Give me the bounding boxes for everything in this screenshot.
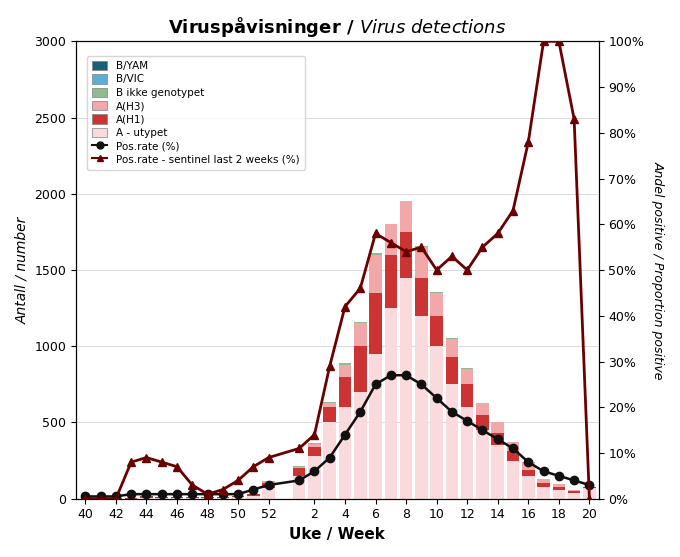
Bar	[385, 255, 397, 308]
Bar	[232, 496, 244, 497]
Bar	[156, 498, 168, 499]
Bar	[324, 403, 336, 407]
Bar	[445, 357, 458, 384]
Y-axis label: Antall / number: Antall / number	[15, 216, 29, 324]
Bar	[293, 476, 305, 499]
Bar	[171, 497, 183, 498]
Bar	[140, 496, 153, 498]
Bar	[522, 470, 534, 476]
Bar	[537, 479, 550, 483]
Bar	[568, 490, 581, 491]
Bar	[583, 486, 596, 487]
Bar	[293, 466, 305, 467]
Bar	[400, 232, 412, 277]
Bar	[293, 468, 305, 476]
Bar	[415, 316, 428, 499]
Bar	[293, 467, 305, 468]
Bar	[385, 224, 397, 255]
Bar	[232, 497, 244, 499]
Bar	[354, 392, 367, 499]
Bar	[400, 277, 412, 499]
Bar	[324, 402, 336, 403]
Bar	[262, 488, 275, 499]
Bar	[247, 496, 260, 499]
Bar	[308, 456, 321, 499]
Legend: B/YAM, B/VIC, B ikke genotypet, A(H3), A(H1), A - utypet, Pos.rate (%), Pos.rate: B/YAM, B/VIC, B ikke genotypet, A(H3), A…	[86, 56, 305, 170]
Bar	[369, 354, 381, 499]
Bar	[461, 368, 473, 369]
Bar	[262, 481, 275, 482]
Bar	[339, 364, 352, 377]
Bar	[415, 246, 428, 247]
Bar	[308, 444, 321, 447]
Bar	[385, 308, 397, 499]
Bar	[415, 277, 428, 316]
Bar	[186, 497, 199, 498]
Bar	[430, 346, 443, 499]
Bar	[430, 292, 443, 293]
Bar	[324, 407, 336, 423]
Bar	[201, 497, 214, 498]
Bar	[369, 293, 381, 354]
Bar	[369, 255, 381, 293]
Bar	[445, 384, 458, 499]
Bar	[430, 293, 443, 316]
Bar	[492, 423, 504, 433]
Bar	[385, 223, 397, 224]
Bar	[583, 487, 596, 488]
Bar	[400, 202, 412, 232]
Bar	[461, 407, 473, 499]
Bar	[216, 497, 229, 498]
Bar	[553, 484, 565, 487]
Bar	[568, 492, 581, 499]
Bar	[445, 339, 458, 357]
Bar	[492, 446, 504, 499]
Bar	[186, 498, 199, 499]
Bar	[553, 490, 565, 499]
Bar	[216, 498, 229, 499]
Bar	[339, 377, 352, 407]
Bar	[140, 498, 153, 499]
Bar	[553, 487, 565, 490]
Bar	[507, 461, 520, 499]
Bar	[308, 447, 321, 456]
Bar	[583, 488, 596, 499]
Bar	[522, 462, 534, 470]
Bar	[369, 253, 381, 255]
Bar	[125, 498, 137, 499]
Bar	[339, 363, 352, 364]
Bar	[247, 494, 260, 496]
Bar	[354, 324, 367, 346]
Bar	[171, 498, 183, 499]
Bar	[156, 497, 168, 498]
Title: Viruspåvisninger / $\it{Virus\ detections}$: Viruspåvisninger / $\it{Virus\ detection…	[168, 15, 507, 39]
Bar	[324, 423, 336, 499]
X-axis label: Uke / Week: Uke / Week	[290, 527, 386, 542]
Bar	[201, 498, 214, 499]
Bar	[308, 443, 321, 444]
Y-axis label: Andel positive / Proportion positive: Andel positive / Proportion positive	[652, 161, 665, 379]
Bar	[262, 483, 275, 488]
Bar	[354, 346, 367, 392]
Bar	[476, 403, 489, 415]
Bar	[461, 384, 473, 407]
Bar	[568, 491, 581, 492]
Bar	[339, 407, 352, 499]
Bar	[476, 415, 489, 430]
Bar	[537, 483, 550, 486]
Bar	[400, 201, 412, 202]
Bar	[354, 322, 367, 324]
Bar	[476, 430, 489, 499]
Bar	[445, 338, 458, 339]
Bar	[109, 498, 122, 499]
Bar	[430, 316, 443, 346]
Bar	[461, 369, 473, 384]
Bar	[507, 442, 520, 452]
Bar	[262, 482, 275, 483]
Bar	[522, 476, 534, 499]
Bar	[492, 433, 504, 446]
Bar	[537, 486, 550, 499]
Bar	[415, 247, 428, 277]
Bar	[507, 452, 520, 461]
